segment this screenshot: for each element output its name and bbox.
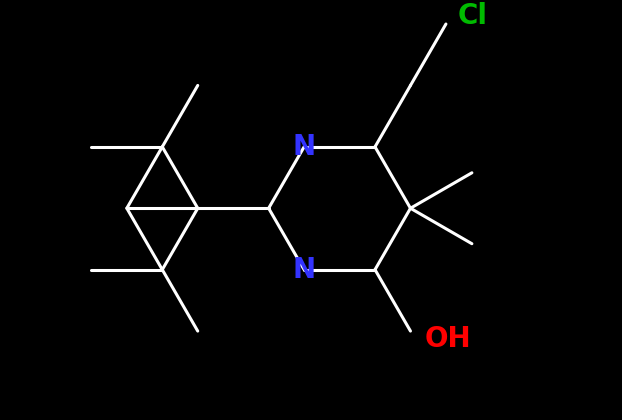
Text: OH: OH bbox=[424, 325, 471, 353]
Text: N: N bbox=[292, 256, 316, 284]
Text: Cl: Cl bbox=[458, 2, 488, 30]
Text: N: N bbox=[292, 133, 316, 161]
